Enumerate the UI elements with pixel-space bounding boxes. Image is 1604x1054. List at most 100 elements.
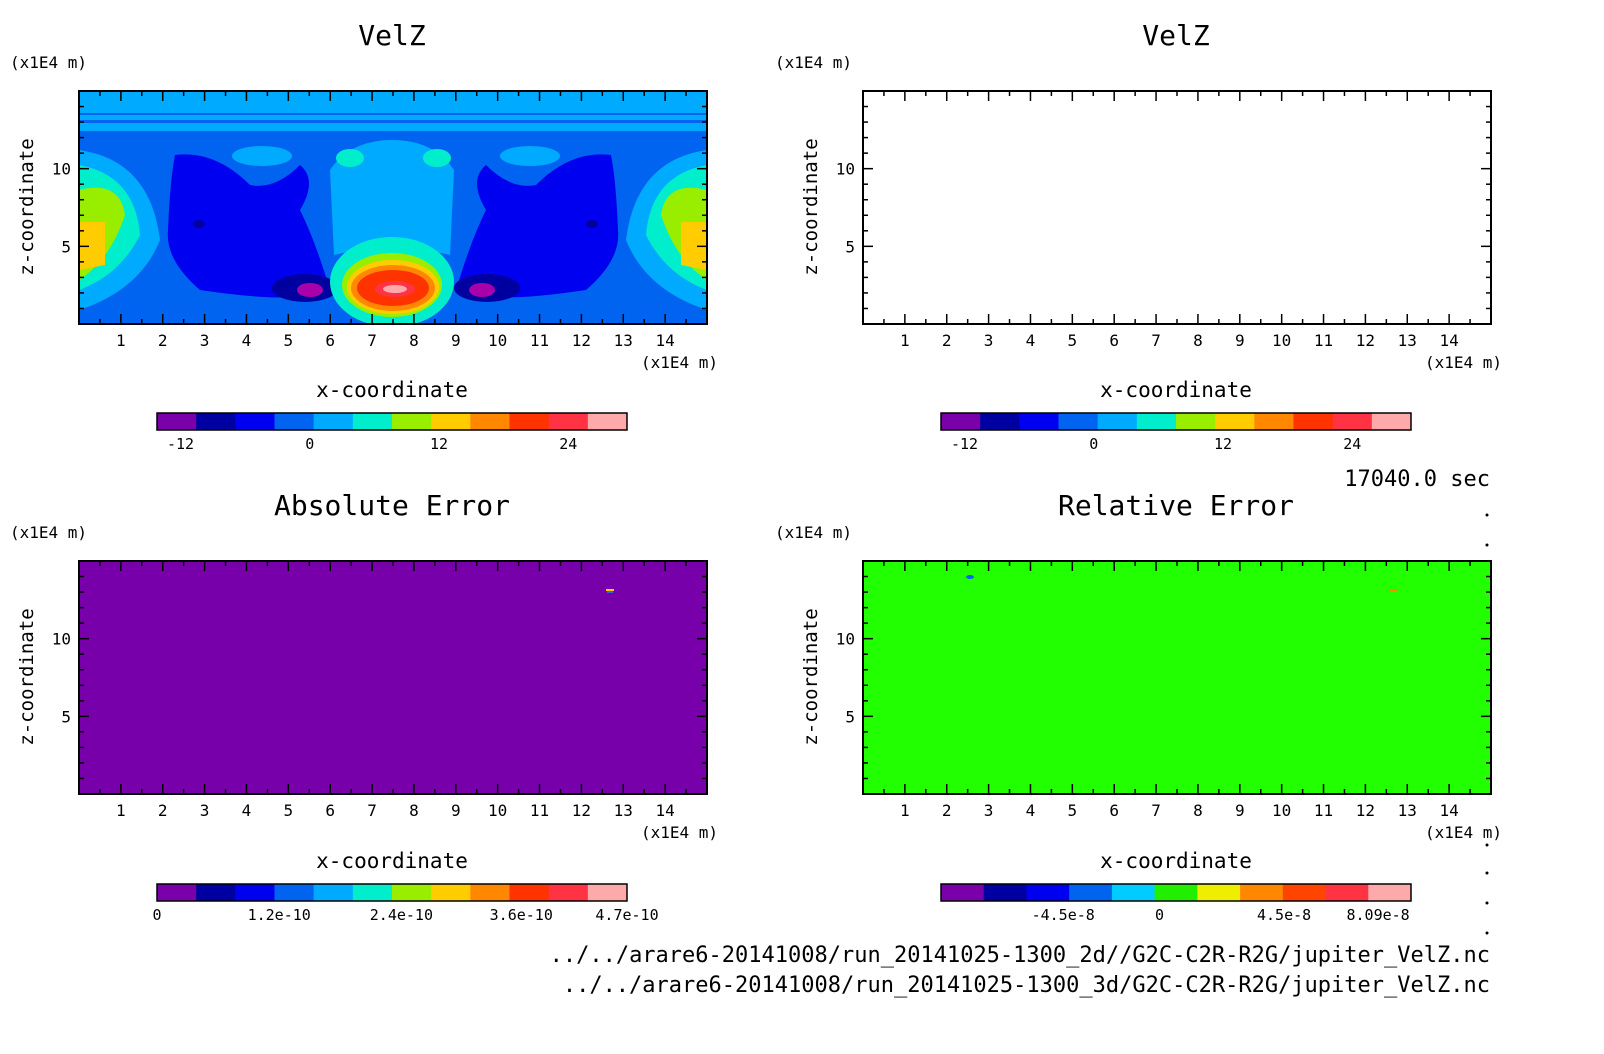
y-tick-label: 5 [61,237,71,256]
downdraft-left [952,154,1114,297]
downdraft-right [1240,154,1402,297]
colorbar-tick-label: 0 [305,435,314,453]
x-unit-label: (x1E4 m) [1425,353,1502,372]
right-edge-plume-yellow [681,222,707,270]
y-tick-label: 5 [61,707,71,726]
colorbar: 0 1.2e-10 2.4e-10 3.6e-10 4.7e-10 [152,883,659,924]
colorbar-tick-label: 4.5e-8 [1257,906,1311,924]
x-tick-label: 12 [572,801,591,820]
colorbar-segment [313,884,354,901]
x-tick-label: 1 [116,801,126,820]
colorbar-segment [431,884,471,901]
colorbar-segment [470,413,510,430]
x-tick-label: 9 [1235,331,1245,350]
x-tick-label: 1 [900,801,910,820]
colorbar-segment [1019,413,1059,430]
colorbar-segment [587,884,628,901]
colorbar-tick-label: 0 [1155,906,1164,924]
x-tick-label: 5 [1068,801,1078,820]
x-tick-label: 5 [284,331,294,350]
time-label: 17040.0 sec [1344,467,1490,492]
top-stripe-2 [863,123,1491,131]
colorbar: -4.5e-8 0 4.5e-8 8.09e-8 [940,883,1412,924]
colorbar-segment [470,884,510,901]
dark-dot-left [977,220,989,228]
updraft-ring-pink [1159,281,1199,297]
colorbar-segment [1069,884,1113,901]
file-path-2d: ../../arare6-20141008/run_20141025-1300_… [550,943,1490,968]
y-tick-label: 10 [52,630,71,649]
downdraft-right [456,154,619,298]
right-edge-plume-green [1445,188,1491,280]
colorbar-frame [156,412,628,431]
colorbar-segment [1282,884,1327,901]
colorbar: -12 0 12 24 [156,412,628,453]
colorbar-tick-label: 8.09e-8 [1346,906,1409,924]
y-axis-ticks: 5 10 [836,105,1491,310]
top-stripe-1 [79,115,707,120]
teal-spot-left [336,149,364,167]
y-axis-ticks: 5 10 [836,575,1491,780]
y-unit-label: (x1E4 m) [775,523,852,542]
colorbar-segment [352,413,393,430]
x-tick-label: 2 [942,331,952,350]
x-axis-label: x-coordinate [1100,849,1252,873]
x-tick-label: 10 [488,801,507,820]
updraft-core [383,285,407,293]
purple-core-right [1253,283,1279,297]
upper-cyan-center [1158,146,1194,170]
left-edge-plume-cyan [863,150,944,310]
central-updraft-cyan [1114,140,1238,255]
colorbar-tick-label: 0 [152,906,161,924]
panel-title: Absolute Error [274,489,510,522]
colorbar-segment [509,884,550,901]
x-tick-label: 8 [1193,331,1203,350]
x-tick-label: 2 [158,801,168,820]
x-tick-label: 13 [614,801,633,820]
updraft-ring-orange [1135,265,1219,311]
colorbar-tick-label: 3.6e-10 [490,906,553,924]
x-tick-label: 6 [325,801,335,820]
left-edge-plume-yellow [79,222,105,270]
x-tick-label: 2 [158,331,168,350]
x-tick-label: 12 [572,331,591,350]
left-edge-plume-teal [863,165,924,290]
top-stripe-2 [79,123,707,131]
field-background [863,561,1491,794]
y-tick-label: 5 [845,707,855,726]
x-tick-label: 11 [1314,801,1333,820]
colorbar-segment [274,413,315,430]
updraft-ring-red [1141,270,1213,306]
purple-core-left [1081,283,1107,297]
heatmap-field [862,90,1492,325]
teal-spot-left [1120,149,1148,167]
panel-absolute-error: Absolute Error (x1E4 m) 1 2 3 4 5 6 7 8 9 10 11 12 1… [10,489,718,924]
x-tick-label: 8 [1193,801,1203,820]
panel-title: VelZ [358,19,425,52]
x-tick-label: 10 [488,331,507,350]
colorbar-segment [352,884,393,901]
x-tick-label: 3 [984,331,994,350]
colorbar-segment [1176,413,1216,430]
x-tick-label: 14 [1440,801,1459,820]
x-tick-label: 6 [325,331,335,350]
y-tick-label: 5 [845,237,855,256]
x-tick-label: 7 [1151,331,1161,350]
x-axis-ticks: 1 2 3 4 5 6 7 8 9 10 11 12 13 14 [883,561,1471,820]
error-speck-blue [966,575,974,579]
panel-velz-3d: VelZ (x1E4 m) [775,19,1502,453]
colorbar-segment [1325,884,1369,901]
x-tick-label: 13 [1398,801,1417,820]
x-tick-label: 14 [656,331,675,350]
x-tick-label: 3 [200,331,210,350]
colorbar-tick-label: 12 [430,435,448,453]
field-background [79,561,707,794]
colorbar-segment [1240,884,1284,901]
colorbar-tick-label: 24 [559,435,577,453]
x-tick-label: 12 [1356,331,1375,350]
downdraft-left [167,154,330,298]
dark-dot-left [193,220,205,228]
colorbar-segment [980,413,1020,430]
y-axis-label: z-coordinate [16,138,38,275]
x-unit-label: (x1E4 m) [641,823,718,842]
